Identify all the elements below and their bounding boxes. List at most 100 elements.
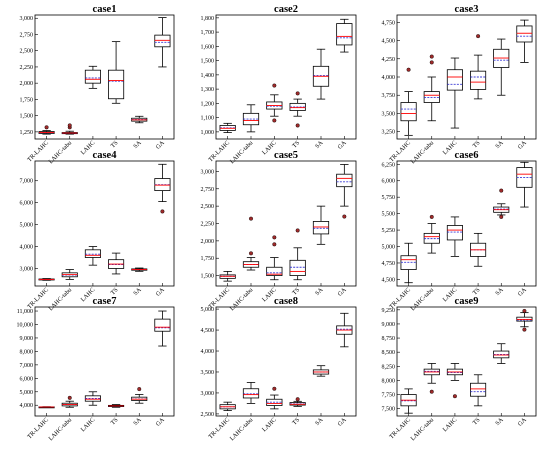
y-tick-label: 2,750 bbox=[20, 32, 34, 38]
y-tick-label: 4,250 bbox=[382, 57, 396, 63]
box-LAHC bbox=[446, 216, 463, 257]
box-GA bbox=[516, 19, 533, 63]
box-LAHC bbox=[84, 391, 101, 406]
outlier-point bbox=[272, 83, 277, 88]
y-tick-label: 5,000 bbox=[201, 307, 215, 313]
y-tick-label: 6,250 bbox=[382, 162, 396, 168]
box-LAHC-tabu bbox=[423, 214, 440, 254]
y-tick-label: 1,500 bbox=[201, 274, 215, 280]
panel-title: case6 bbox=[455, 150, 479, 161]
y-tick-label: 3,000 bbox=[20, 266, 34, 272]
y-tick-label: 4,000 bbox=[20, 403, 34, 409]
panel-title: case7 bbox=[93, 296, 117, 307]
panel-case8: case8 2,500 3,000 3,500 4,000 4,500 5,000 TR-LA… bbox=[201, 296, 357, 442]
box-LAHC bbox=[446, 363, 463, 399]
box-LAHC bbox=[446, 57, 463, 129]
iqr-box bbox=[108, 69, 125, 100]
x-tick-label: LAHC-tabu bbox=[409, 286, 435, 312]
y-tick-label: 2,750 bbox=[201, 187, 215, 193]
y-tick-label: 3,250 bbox=[382, 130, 396, 136]
x-tick-label: LAHC-tabu bbox=[229, 416, 255, 442]
outlier-point bbox=[67, 395, 72, 400]
panel-case4: case43,0004,0005,0006,0007,000TR-LAHCLAH… bbox=[20, 150, 175, 312]
outlier-point bbox=[248, 251, 253, 256]
box-TS bbox=[289, 228, 306, 281]
x-tick-label: SA bbox=[132, 416, 143, 427]
y-tick-label: 3,750 bbox=[382, 93, 396, 99]
box-TS bbox=[289, 91, 306, 128]
box-GA bbox=[516, 308, 533, 332]
y-tick-label: 3,000 bbox=[201, 169, 215, 175]
y-tick-label: 4,000 bbox=[20, 245, 34, 251]
box-TR-LAHC bbox=[38, 406, 55, 409]
y-tick-label: 3,500 bbox=[382, 111, 396, 117]
box-TS bbox=[289, 397, 306, 407]
y-tick-label: 7,500 bbox=[382, 407, 396, 413]
y-tick-label: 2,250 bbox=[201, 222, 215, 228]
panel-case9: case9 7,500 7,750 8,000 8,250 8,500 8,750 9,000… bbox=[382, 296, 537, 442]
x-tick-label: SA bbox=[314, 416, 325, 427]
outlier-point bbox=[342, 214, 347, 219]
x-tick-label: SA bbox=[132, 286, 143, 297]
x-tick-label: TS bbox=[291, 139, 301, 149]
y-tick-label: 3,000 bbox=[20, 16, 34, 22]
x-tick-label: TS bbox=[291, 286, 301, 296]
panel-title: case2 bbox=[274, 4, 298, 15]
y-tick-label: 5,500 bbox=[382, 212, 396, 218]
outlier-point bbox=[295, 123, 300, 128]
y-tick-label: 1,750 bbox=[20, 97, 34, 103]
box-SA bbox=[312, 48, 330, 100]
panel-title: case9 bbox=[455, 296, 479, 307]
x-tick-label: LAHC bbox=[261, 416, 278, 433]
x-tick-label: GA bbox=[336, 286, 348, 298]
x-tick-label: GA bbox=[517, 416, 529, 428]
box-TS bbox=[470, 232, 487, 267]
x-tick-label: LAHC bbox=[441, 416, 458, 433]
x-tick-label: TR-LAHC bbox=[26, 416, 50, 440]
panel-frame bbox=[396, 160, 537, 287]
y-tick-label: 1,700 bbox=[201, 30, 215, 36]
x-tick-label: SA bbox=[314, 139, 325, 150]
box-GA bbox=[154, 163, 171, 214]
x-tick-label: SA bbox=[314, 286, 325, 297]
panel-frame bbox=[396, 306, 537, 417]
panel-frame bbox=[34, 160, 175, 287]
outlier-point bbox=[44, 125, 49, 130]
y-tick-label: 5,250 bbox=[382, 228, 396, 234]
y-tick-label: 6,000 bbox=[20, 376, 34, 382]
panel-frame bbox=[215, 306, 357, 417]
x-tick-label: TR-LAHC bbox=[26, 139, 50, 163]
y-tick-label: 8,500 bbox=[382, 350, 396, 356]
iqr-box bbox=[516, 25, 533, 43]
y-tick-label: 5,000 bbox=[382, 245, 396, 251]
x-tick-label: TR-LAHC bbox=[388, 139, 412, 163]
panel-case1: case1 1,250 1,500 1,750 2,000 2,250 2,500 2,750… bbox=[20, 4, 175, 165]
x-tick-label: SA bbox=[494, 286, 505, 297]
y-tick-label: 7,000 bbox=[20, 363, 34, 369]
panel-title: case8 bbox=[274, 296, 298, 307]
y-tick-label: 1,800 bbox=[201, 16, 215, 22]
x-tick-label: GA bbox=[336, 416, 348, 428]
box-LAHC bbox=[84, 246, 101, 266]
y-tick-label: 3,000 bbox=[201, 391, 215, 397]
y-tick-label: 9,000 bbox=[382, 322, 396, 328]
panel-case7: case7 4,000 5,000 6,000 7,000 8,000 9,000 10,00… bbox=[17, 296, 175, 442]
x-tick-label: SA bbox=[132, 139, 143, 150]
box-TR-LAHC bbox=[400, 67, 417, 136]
box-GA bbox=[154, 17, 171, 68]
y-tick-label: 8,000 bbox=[20, 349, 34, 355]
panel-title: case4 bbox=[93, 150, 118, 161]
box-SA bbox=[131, 115, 148, 124]
box-LAHC bbox=[266, 235, 283, 281]
x-tick-label: TS bbox=[471, 139, 481, 149]
x-tick-label: LAHC bbox=[79, 416, 96, 433]
y-tick-label: 4,500 bbox=[382, 39, 396, 45]
outlier-point bbox=[295, 228, 300, 233]
box-GA bbox=[336, 18, 353, 53]
y-tick-label: 1,600 bbox=[201, 44, 215, 50]
x-tick-label: TR-LAHC bbox=[207, 416, 231, 440]
iqr-box bbox=[154, 34, 171, 48]
iqr-box bbox=[400, 102, 417, 122]
box-TS bbox=[108, 404, 125, 408]
y-tick-label: 1,500 bbox=[20, 114, 34, 120]
